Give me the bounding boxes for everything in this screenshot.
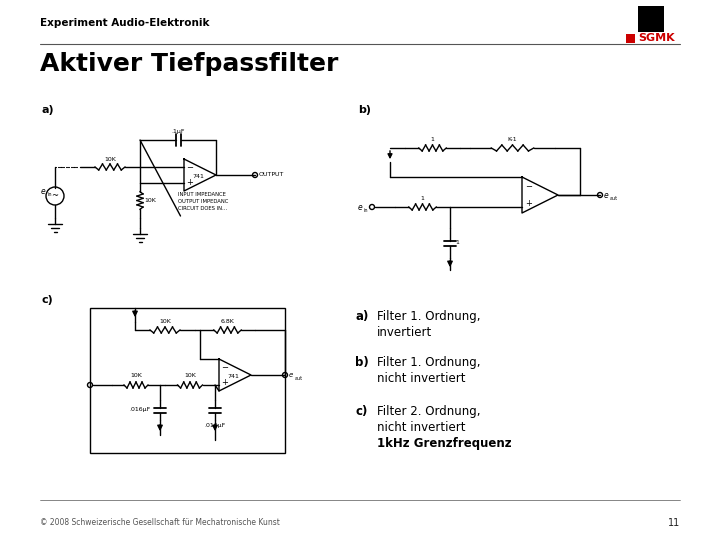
Text: 741: 741 [227, 374, 239, 379]
Text: e: e [40, 186, 45, 195]
Text: 1kHz Grenzfrequenz: 1kHz Grenzfrequenz [377, 437, 512, 450]
Text: 741: 741 [192, 173, 204, 179]
Text: nicht invertiert: nicht invertiert [377, 421, 466, 434]
Text: Filter 2. Ordnung,: Filter 2. Ordnung, [377, 405, 480, 418]
Text: INPUT IMPEDANCE: INPUT IMPEDANCE [178, 192, 226, 197]
Text: OUTPUT IMPEDANC: OUTPUT IMPEDANC [178, 199, 228, 204]
Text: 11: 11 [667, 518, 680, 528]
Text: e: e [604, 191, 608, 199]
Text: c): c) [355, 405, 367, 418]
Text: K-1: K-1 [507, 137, 517, 142]
Text: Filter 1. Ordnung,: Filter 1. Ordnung, [377, 356, 480, 369]
Text: 1: 1 [430, 137, 434, 142]
Text: nicht invertiert: nicht invertiert [377, 372, 466, 385]
Text: −: − [525, 183, 532, 191]
Text: Experiment Audio-Elektronik: Experiment Audio-Elektronik [40, 18, 210, 28]
Text: in: in [47, 192, 52, 197]
Text: 6.8K: 6.8K [221, 319, 235, 324]
Text: Aktiver Tiefpassfilter: Aktiver Tiefpassfilter [40, 52, 338, 76]
Text: CIRCUIT DOES IN…: CIRCUIT DOES IN… [178, 206, 228, 211]
Text: a): a) [355, 310, 369, 323]
Text: +: + [221, 377, 228, 387]
Text: b): b) [358, 105, 371, 115]
Text: .016μF: .016μF [204, 422, 225, 428]
Text: c): c) [42, 295, 54, 305]
Text: +: + [525, 199, 532, 207]
Text: b): b) [355, 356, 369, 369]
Text: e: e [289, 372, 293, 378]
Text: .1μF: .1μF [171, 129, 185, 134]
Text: a): a) [42, 105, 55, 115]
Bar [638, 6, 664, 32]
Text: .016μF: .016μF [130, 408, 150, 413]
Bar [626, 34, 635, 43]
Text: © 2008 Schweizerische Gesellschaft für Mechatronische Kunst: © 2008 Schweizerische Gesellschaft für M… [40, 518, 280, 527]
Text: 10K: 10K [159, 319, 171, 324]
Text: invertiert: invertiert [377, 326, 432, 339]
Text: 10K: 10K [104, 157, 116, 162]
Text: SGMK: SGMK [638, 33, 675, 43]
Text: 10K: 10K [144, 198, 156, 202]
Text: −: − [186, 163, 193, 172]
Text: +: + [186, 178, 193, 187]
Text: 10K: 10K [130, 373, 142, 378]
Text: in: in [364, 207, 369, 213]
Text: e: e [357, 202, 362, 212]
Text: −: − [221, 363, 228, 372]
Text: Filter 1. Ordnung,: Filter 1. Ordnung, [377, 310, 480, 323]
Text: 1: 1 [420, 196, 424, 201]
Text: aut: aut [295, 375, 303, 381]
Text: ~: ~ [52, 192, 58, 200]
Bar [90, 308, 285, 453]
Text: OUTPUT: OUTPUT [259, 172, 284, 178]
Text: 10K: 10K [184, 373, 196, 378]
Text: aut: aut [610, 195, 618, 200]
Text: 1: 1 [455, 240, 459, 246]
